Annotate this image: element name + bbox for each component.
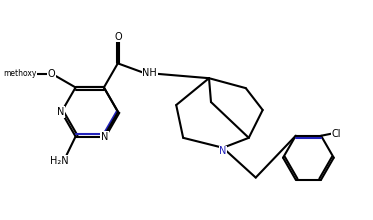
Text: N: N — [57, 107, 65, 117]
Text: NH: NH — [142, 68, 157, 78]
Text: H₂N: H₂N — [50, 156, 69, 166]
Text: N: N — [101, 132, 108, 141]
Text: Cl: Cl — [331, 129, 341, 139]
Text: methoxy: methoxy — [3, 69, 36, 78]
Text: N: N — [219, 146, 227, 156]
Text: O: O — [48, 69, 55, 79]
Text: O: O — [114, 31, 122, 42]
